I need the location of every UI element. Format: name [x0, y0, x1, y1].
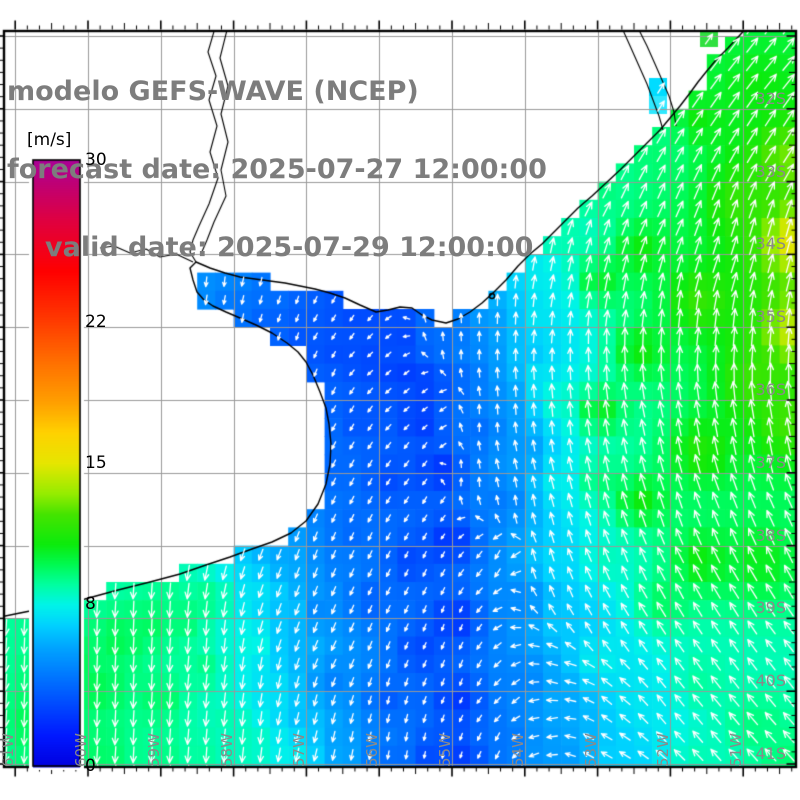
wave-height-map-canvas [0, 0, 800, 800]
weather-map-figure: modelo GEFS-WAVE (NCEP) forecast date: 2… [0, 0, 800, 800]
